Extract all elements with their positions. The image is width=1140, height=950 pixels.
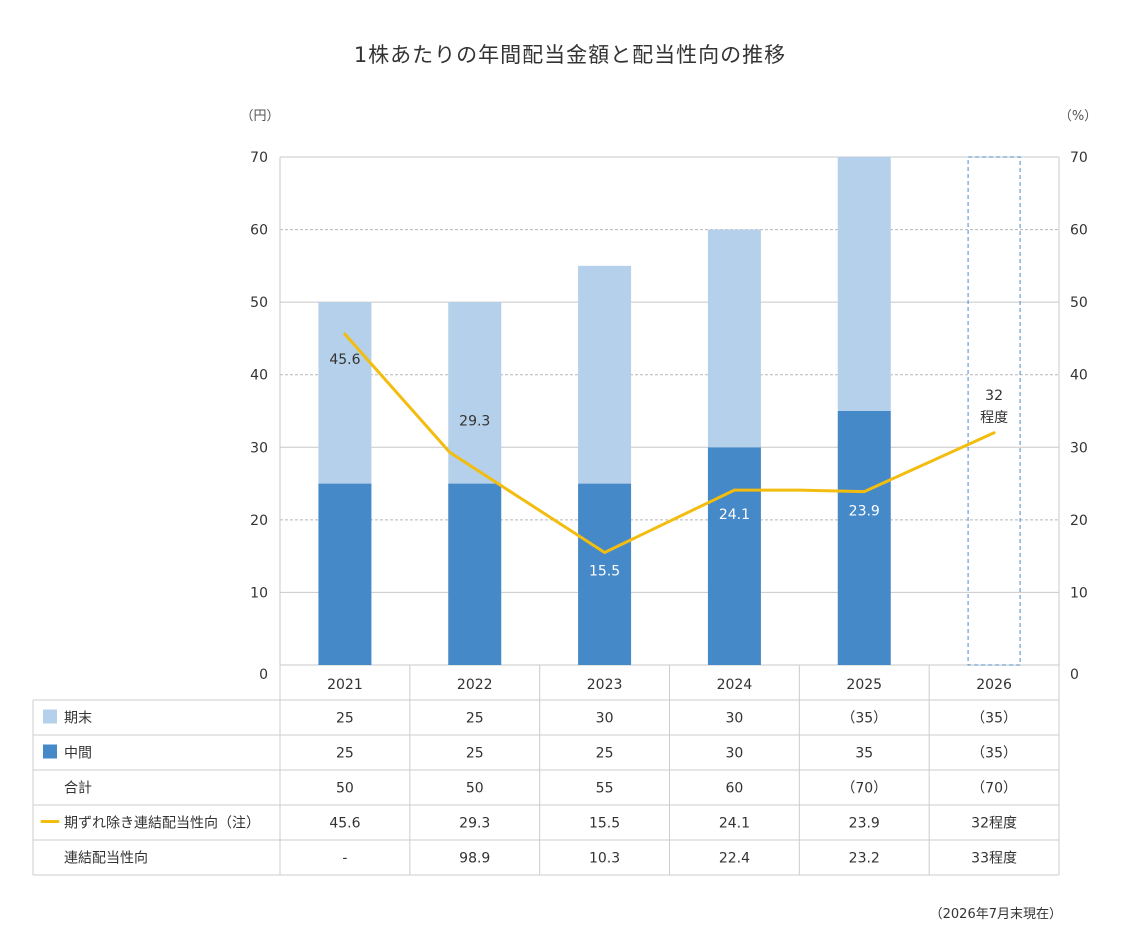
- x-tick-2026: 2026: [976, 677, 1012, 693]
- y-tick-left: 30: [250, 440, 268, 456]
- bar-yearend-2025: [837, 157, 891, 411]
- y-tick-right: 60: [1070, 223, 1088, 239]
- legend-marker-interim: [43, 744, 57, 759]
- x-tick-2023: 2023: [587, 677, 623, 693]
- footnote: （2026年7月末現在）: [930, 907, 1062, 922]
- data-label-2026-qualifier: 程度: [980, 410, 1008, 426]
- data-label-2023: 15.5: [589, 564, 620, 580]
- y-tick-right: 10: [1070, 585, 1088, 601]
- table-cell: （70）: [841, 781, 887, 797]
- table-cell: 23.9: [849, 816, 880, 832]
- bar-interim-2024: [707, 447, 761, 665]
- y-tick-left: 20: [250, 513, 268, 529]
- payout-ratio-line: [343, 332, 996, 554]
- data-label-2021: 45.6: [329, 352, 360, 368]
- table-cell: 24.1: [719, 816, 750, 832]
- table-cell: 33程度: [971, 851, 1017, 867]
- legend-marker-yearend: [43, 709, 57, 724]
- y-tick-right: 70: [1070, 150, 1088, 166]
- data-label-2025: 23.9: [849, 504, 880, 520]
- table-cell: 30: [726, 746, 744, 762]
- table-cell: （35）: [841, 711, 887, 727]
- table-cell: 30: [596, 711, 614, 727]
- table-cell: 25: [596, 746, 614, 762]
- x-tick-2022: 2022: [457, 677, 493, 693]
- bar-interim-2022: [448, 483, 502, 665]
- table-cell: 22.4: [719, 851, 750, 867]
- x-tick-2021: 2021: [327, 677, 363, 693]
- y-tick-right: 20: [1070, 513, 1088, 529]
- bar-interim-2023: [578, 483, 632, 665]
- x-tick-2024: 2024: [717, 677, 753, 693]
- table-row-label: 期末: [64, 711, 92, 727]
- table-cell: （70）: [971, 781, 1017, 797]
- table-cell: 32程度: [971, 816, 1017, 832]
- table-cell: 29.3: [459, 816, 490, 832]
- right-axis-unit: （%）: [1059, 109, 1097, 124]
- table-row-label: 中間: [64, 746, 92, 762]
- table-cell: （35）: [971, 711, 1017, 727]
- y-tick-left: 60: [250, 223, 268, 239]
- table-row-label: 期ずれ除き連結配当性向（注）: [64, 816, 260, 832]
- y-tick-right: 50: [1070, 295, 1088, 311]
- table-cell: -: [342, 851, 347, 867]
- table-cell: 25: [466, 711, 484, 727]
- table-cell: 55: [596, 781, 614, 797]
- table-cell: 25: [336, 711, 354, 727]
- y-tick-right: 40: [1070, 368, 1088, 384]
- bar-yearend-2023: [578, 265, 632, 484]
- bar-yearend-2021: [318, 302, 372, 484]
- y-tick-left: 70: [250, 150, 268, 166]
- table-cell: 98.9: [459, 851, 490, 867]
- table-row-label: 合計: [64, 781, 92, 797]
- table-cell: 15.5: [589, 816, 620, 832]
- data-label-2026-value: 32: [985, 388, 1003, 404]
- table-cell: 50: [336, 781, 354, 797]
- table-cell: 23.2: [849, 851, 880, 867]
- table-cell: 30: [726, 711, 744, 727]
- y-tick-right: 30: [1070, 440, 1088, 456]
- table-cell: 35: [855, 746, 873, 762]
- y-tick-left: 40: [250, 368, 268, 384]
- bar-interim-2021: [318, 483, 372, 665]
- y-tick-left: 50: [250, 295, 268, 311]
- data-label-2022: 29.3: [459, 413, 490, 429]
- table-row-label: 連結配当性向: [64, 851, 148, 867]
- bar-yearend-2022: [448, 302, 502, 484]
- bar-interim-2025: [837, 411, 891, 665]
- data-label-2024: 24.1: [719, 507, 750, 523]
- chart-title: 1株あたりの年間配当金額と配当性向の推移: [354, 43, 786, 67]
- left-axis-unit: （円）: [240, 109, 279, 124]
- table-cell: （35）: [971, 746, 1017, 762]
- table-cell: 10.3: [589, 851, 620, 867]
- table-cell: 45.6: [329, 816, 360, 832]
- x-tick-2025: 2025: [846, 677, 882, 693]
- y-tick-right: 0: [1070, 667, 1079, 683]
- table-cell: 50: [466, 781, 484, 797]
- bar-yearend-2024: [707, 229, 761, 448]
- y-tick-left: 10: [250, 585, 268, 601]
- y-tick-left: 0: [259, 667, 268, 683]
- table-cell: 25: [466, 746, 484, 762]
- table-cell: 60: [726, 781, 744, 797]
- table-cell: 25: [336, 746, 354, 762]
